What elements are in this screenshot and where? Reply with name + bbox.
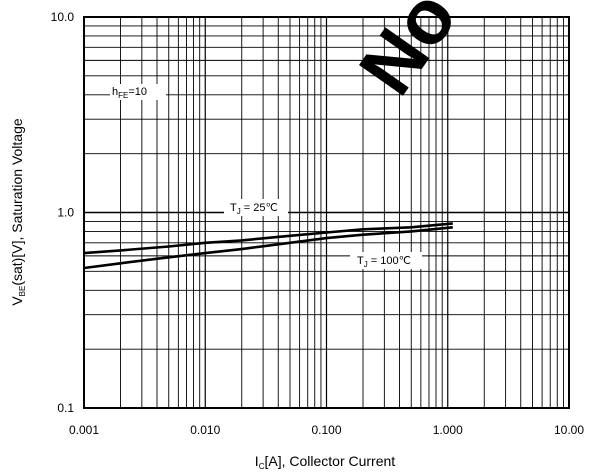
annotation-t25: TJ = 25℃	[230, 202, 278, 216]
y-tick-label: 10.0	[51, 10, 75, 24]
x-tick-label: 0.100	[311, 423, 341, 437]
series-line-2	[83, 226, 453, 270]
y-tick-labels: 0.1 1.0 10.0	[51, 10, 75, 415]
y-tick-label: 0.1	[57, 401, 74, 415]
x-tick-label: 10.00	[554, 423, 584, 437]
x-tick-label: 0.010	[190, 423, 220, 437]
x-tick-label: 0.001	[69, 423, 99, 437]
annotation-background	[110, 84, 166, 100]
x-axis-label: IC[A], Collector Current	[255, 453, 395, 471]
annotation-background	[224, 199, 288, 216]
series-line-1	[83, 222, 453, 255]
annotations: hFE=10 TJ = 25℃ TJ = 100℃	[110, 84, 422, 269]
y-tick-label: 1.0	[57, 206, 74, 220]
plot-frame	[83, 16, 570, 409]
series-lines	[83, 222, 453, 270]
y-axis-label: VBE(sat)[V], Saturation Voltage	[9, 118, 27, 306]
annotation-background	[350, 252, 422, 269]
grid	[84, 17, 569, 408]
annotation-t100: TJ = 100℃	[357, 255, 411, 269]
annotation-hfe: hFE=10	[112, 86, 147, 100]
x-tick-labels: 0.001 0.010 0.100 1.000 10.00	[69, 423, 584, 437]
x-tick-label: 1.000	[433, 423, 463, 437]
